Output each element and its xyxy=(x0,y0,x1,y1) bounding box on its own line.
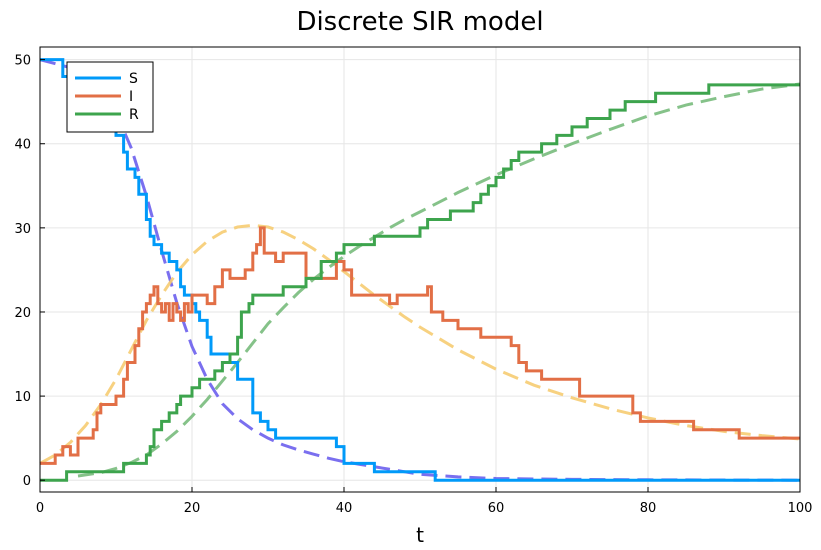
x-tick-label: 100 xyxy=(788,501,813,516)
x-axis-ticks: 0 20 40 60 80 100 xyxy=(36,487,813,516)
legend-label-s: S xyxy=(129,71,138,87)
model-curves xyxy=(39,58,801,482)
x-tick-label: 80 xyxy=(640,501,657,516)
y-tick-label: 10 xyxy=(14,390,31,405)
y-tick-label: 30 xyxy=(14,222,31,237)
y-tick-label: 50 xyxy=(14,54,31,69)
x-tick-label: 0 xyxy=(36,501,44,516)
model-curve-4 xyxy=(39,223,801,465)
y-axis-ticks: 0 10 20 30 40 50 xyxy=(14,54,45,489)
legend-label-i: I xyxy=(129,89,133,105)
x-tick-label: 60 xyxy=(488,501,505,516)
plot-frame xyxy=(39,46,801,493)
series-r-line xyxy=(40,83,800,482)
x-tick-label: 40 xyxy=(336,501,353,516)
x-tick-label: 20 xyxy=(184,501,201,516)
legend: SIR xyxy=(66,61,154,133)
y-tick-label: 40 xyxy=(14,138,31,153)
chart-title: Discrete SIR model xyxy=(296,7,543,37)
model-curve-5 xyxy=(77,82,801,478)
x-axis-label: t xyxy=(416,523,424,547)
y-tick-label: 0 xyxy=(23,474,31,489)
model-curve-3 xyxy=(39,58,801,482)
series-i-line xyxy=(40,226,800,465)
legend-label-r: R xyxy=(129,107,139,123)
y-tick-label: 20 xyxy=(14,306,31,321)
